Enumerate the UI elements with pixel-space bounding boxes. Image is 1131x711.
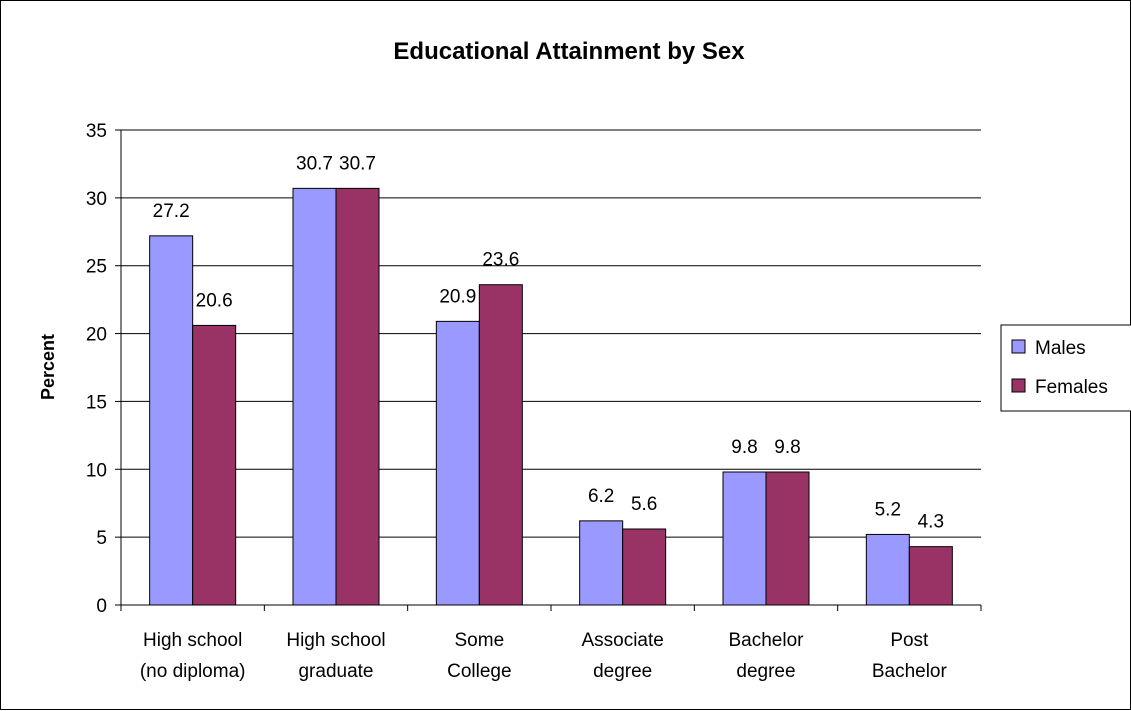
y-tick-label: 30 <box>86 189 107 210</box>
data-label: 5.6 <box>631 494 657 515</box>
y-tick-label: 0 <box>96 596 107 617</box>
bar-males <box>579 520 624 606</box>
x-category-label: College <box>447 661 511 682</box>
x-category-label: degree <box>593 661 652 682</box>
bar-females <box>478 284 523 606</box>
y-axis-label: Percent <box>38 334 58 400</box>
data-label: 6.2 <box>588 486 614 507</box>
x-category-labels: High school (no diploma) High school gradua… <box>140 630 948 682</box>
legend-swatch-females <box>1011 378 1026 393</box>
data-label: 5.2 <box>875 499 901 520</box>
data-label: 30.7 <box>296 153 333 174</box>
bar-males <box>865 533 910 606</box>
data-label: 27.2 <box>153 201 190 222</box>
y-tick-label: 15 <box>86 392 107 413</box>
y-tick-labels: 0 5 10 15 20 25 30 35 <box>86 121 107 617</box>
data-label: 20.9 <box>439 286 476 307</box>
legend-swatch-males <box>1011 339 1026 354</box>
data-labels: 27.2 20.6 30.7 30.7 20.9 23.6 6.2 5.6 9.8 9.8 5.2 4… <box>153 153 944 532</box>
y-tick-label: 25 <box>86 257 107 278</box>
x-category-label: (no diploma) <box>140 661 246 682</box>
bar-males <box>722 471 767 606</box>
x-category-label: High school <box>143 630 242 651</box>
bar-group <box>149 187 953 606</box>
chart-title: Educational Attainment by Sex <box>393 38 745 65</box>
data-label: 4.3 <box>918 512 944 533</box>
bar-females <box>908 546 953 606</box>
bar-females <box>335 187 380 606</box>
x-category-label: Bachelor <box>729 630 805 651</box>
bar-males <box>149 235 194 606</box>
x-category-label: degree <box>736 661 795 682</box>
bar-females <box>765 471 810 606</box>
data-label: 9.8 <box>774 437 800 458</box>
bar-females <box>192 324 237 606</box>
legend-label: Males <box>1035 338 1086 359</box>
data-label: 23.6 <box>482 250 519 271</box>
y-tick-label: 20 <box>86 325 107 346</box>
bar-males <box>435 320 480 606</box>
gridlines <box>121 129 981 538</box>
y-tick-label: 35 <box>86 121 107 142</box>
bar-males <box>292 187 337 606</box>
x-category-label: Post <box>890 630 929 651</box>
x-category-label: High school <box>286 630 385 651</box>
x-category-label: Some <box>455 630 505 651</box>
y-tick-label: 5 <box>96 528 107 549</box>
legend-label: Females <box>1035 377 1108 398</box>
x-category-label: Associate <box>581 630 663 651</box>
data-label: 9.8 <box>731 437 757 458</box>
legend-box <box>1000 324 1131 412</box>
data-label: 20.6 <box>196 290 233 311</box>
legend: Males Females <box>1000 324 1131 412</box>
bar-females <box>622 528 667 606</box>
axes <box>115 129 982 611</box>
data-label: 30.7 <box>339 153 376 174</box>
x-category-label: graduate <box>298 661 373 682</box>
x-category-label: Bachelor <box>872 661 948 682</box>
y-tick-label: 10 <box>86 460 107 481</box>
